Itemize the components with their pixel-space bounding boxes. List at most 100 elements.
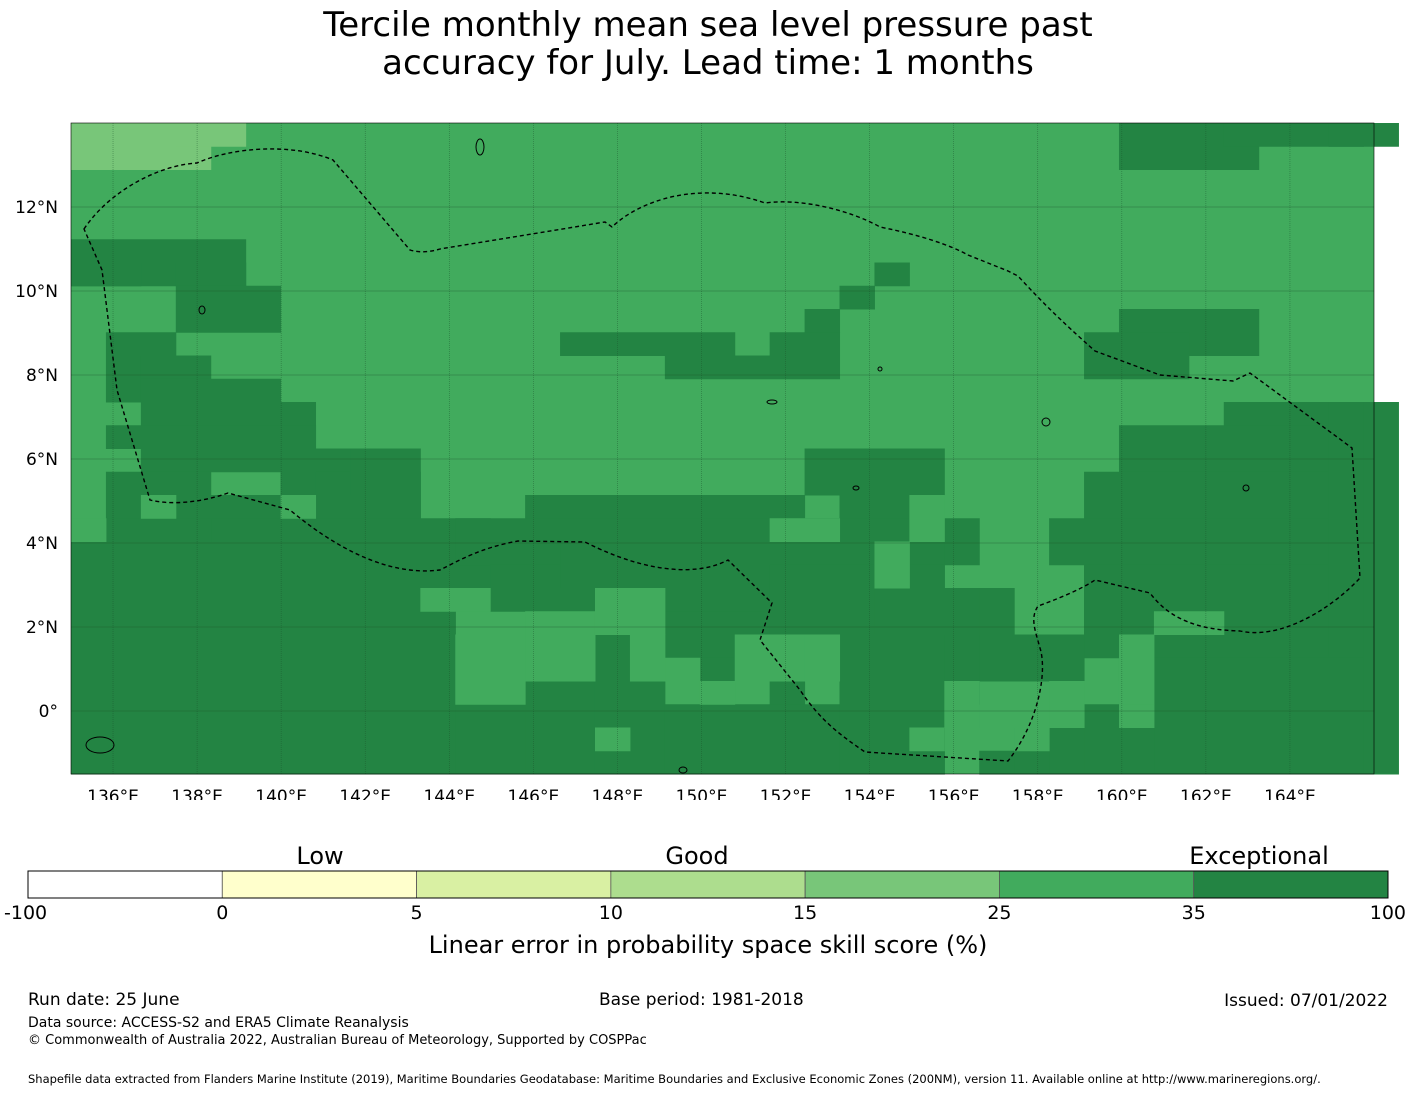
lat-tick-label: 2°N	[26, 618, 58, 638]
grid-cell	[629, 634, 666, 682]
grid-cell	[175, 285, 282, 333]
colorbar-tick-label: 35	[1181, 902, 1206, 924]
colorbar-tick-label: 5	[410, 902, 423, 924]
title-line-1: Tercile monthly mean sea level pressure …	[323, 5, 1093, 45]
islands	[85, 138, 1250, 774]
grid-cell	[71, 541, 456, 775]
colorbar-segment	[610, 870, 806, 899]
island-outline	[1041, 417, 1051, 427]
grid-cell	[105, 425, 317, 449]
grid-cell	[71, 262, 142, 287]
latitude-labels: 12°N 10°N 8°N 6°N 4°N 2°N 0°	[15, 198, 58, 722]
skill-grid	[71, 123, 1399, 775]
grid-cell	[420, 588, 491, 612]
grid-cell	[594, 727, 631, 752]
grid-cell	[1049, 727, 1085, 775]
grid-cell	[1084, 332, 1190, 380]
lon-tick-label: 136°E	[87, 787, 139, 800]
colorbar-segment	[804, 870, 1000, 899]
colorbar-tick-label: 100	[1369, 902, 1406, 924]
base-period: Base period: 1981-2018	[599, 990, 804, 1010]
eez-boundary-line	[83, 148, 1361, 762]
grid-cell	[804, 634, 841, 682]
island-outline	[877, 366, 883, 372]
grid-cell	[804, 309, 841, 333]
grid-cell	[71, 123, 142, 170]
grid-cell	[1049, 518, 1365, 566]
grid-cell	[175, 262, 247, 287]
lon-tick-label: 142°E	[339, 787, 391, 800]
grid-cell	[1153, 611, 1225, 635]
colorbar-segment	[999, 870, 1195, 899]
lon-tick-label: 164°E	[1264, 787, 1316, 800]
lon-tick-label: 160°E	[1096, 787, 1148, 800]
colorbar-tick-label: 0	[216, 902, 229, 924]
lon-tick-label: 146°E	[508, 787, 560, 800]
grid-cell	[105, 518, 212, 542]
grid-cell	[979, 750, 1015, 775]
colorbar-segment	[416, 870, 612, 899]
lat-tick-label: 10°N	[15, 282, 58, 302]
grid-cell	[210, 518, 491, 542]
grid-cell	[874, 262, 910, 287]
eez-boundary	[83, 148, 1361, 762]
grid-cell	[1363, 402, 1399, 775]
grid-cell	[839, 285, 875, 310]
island-outline	[852, 485, 860, 491]
grid-cell	[1153, 657, 1365, 775]
grid-cell	[909, 495, 945, 542]
lon-tick-label: 150°E	[676, 787, 728, 800]
colorbar-category-label: Good	[665, 842, 729, 870]
lat-tick-label: 12°N	[15, 198, 58, 218]
lon-tick-label: 158°E	[1012, 787, 1064, 800]
skill-score-map: 136°E 138°E 140°E 142°E 144°E 146°E 148°E 150°E…	[15, 122, 1399, 800]
island-outline	[198, 305, 206, 315]
grid-cell	[525, 681, 596, 775]
grid-cell	[734, 634, 806, 682]
lat-tick-label: 6°N	[26, 450, 58, 470]
grid-cell	[455, 634, 526, 705]
island-outline	[1242, 484, 1250, 492]
island-outline	[678, 766, 688, 774]
colorbar	[27, 870, 1389, 899]
graticule	[71, 123, 1374, 774]
issued-date: Issued: 07/01/2022	[1224, 991, 1388, 1011]
grid-cell	[71, 518, 107, 542]
grid-cell	[874, 541, 910, 589]
lon-tick-label: 162°E	[1180, 787, 1232, 800]
grid-cell	[839, 495, 910, 519]
grid-cell	[699, 657, 736, 682]
grid-cell	[420, 588, 456, 775]
title-line-2: accuracy for July. Lead time: 1 months	[382, 43, 1034, 83]
lon-tick-label: 138°E	[171, 787, 223, 800]
grid-cell	[699, 681, 736, 705]
colorbar-tick-label: 25	[987, 902, 1012, 924]
colorbar-segment	[1193, 870, 1389, 899]
colorbar-segments	[27, 870, 1389, 899]
grid-cell	[525, 611, 596, 682]
island-outline	[85, 736, 115, 754]
grid-cell	[944, 681, 980, 728]
grid-cell	[1014, 727, 1050, 752]
lon-tick-label: 148°E	[592, 787, 644, 800]
colorbar-tick-label: 10	[598, 902, 623, 924]
grid-cell	[769, 332, 841, 356]
run-date: Run date: 25 June	[28, 990, 180, 1010]
lon-tick-label: 154°E	[844, 787, 896, 800]
lon-tick-label: 144°E	[423, 787, 475, 800]
shapefile-credit: Shapefile data extracted from Flanders M…	[28, 1072, 1321, 1086]
grid-cell	[350, 448, 421, 496]
lon-tick-label: 140°E	[255, 787, 307, 800]
lat-tick-label: 0°	[39, 702, 58, 722]
island-outline	[766, 399, 778, 405]
grid-cell	[1049, 681, 1085, 728]
copyright: © Commonwealth of Australia 2022, Austra…	[28, 1033, 647, 1048]
grid-cell	[1014, 750, 1050, 775]
lon-tick-label: 156°E	[928, 787, 980, 800]
grid-cell	[175, 123, 247, 147]
grid-cell	[909, 727, 945, 752]
grid-cell	[1118, 634, 1155, 705]
grid-cell	[560, 332, 736, 356]
lat-tick-label: 4°N	[26, 534, 58, 554]
colorbar-category-label: Exceptional	[1189, 842, 1329, 870]
